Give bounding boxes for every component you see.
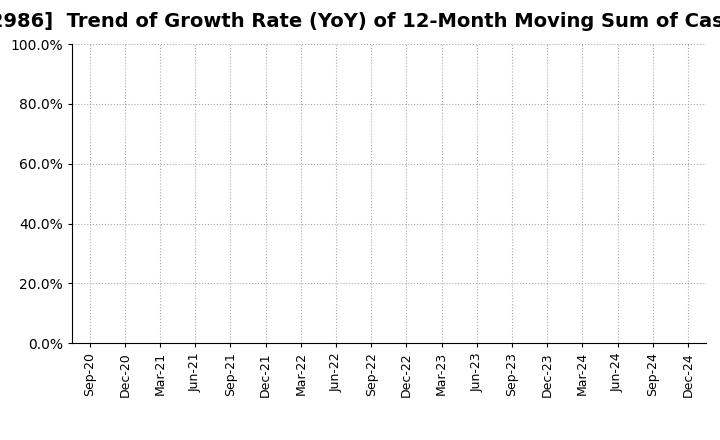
Title: [2986]  Trend of Growth Rate (YoY) of 12-Month Moving Sum of Cashflows: [2986] Trend of Growth Rate (YoY) of 12-… (0, 12, 720, 31)
